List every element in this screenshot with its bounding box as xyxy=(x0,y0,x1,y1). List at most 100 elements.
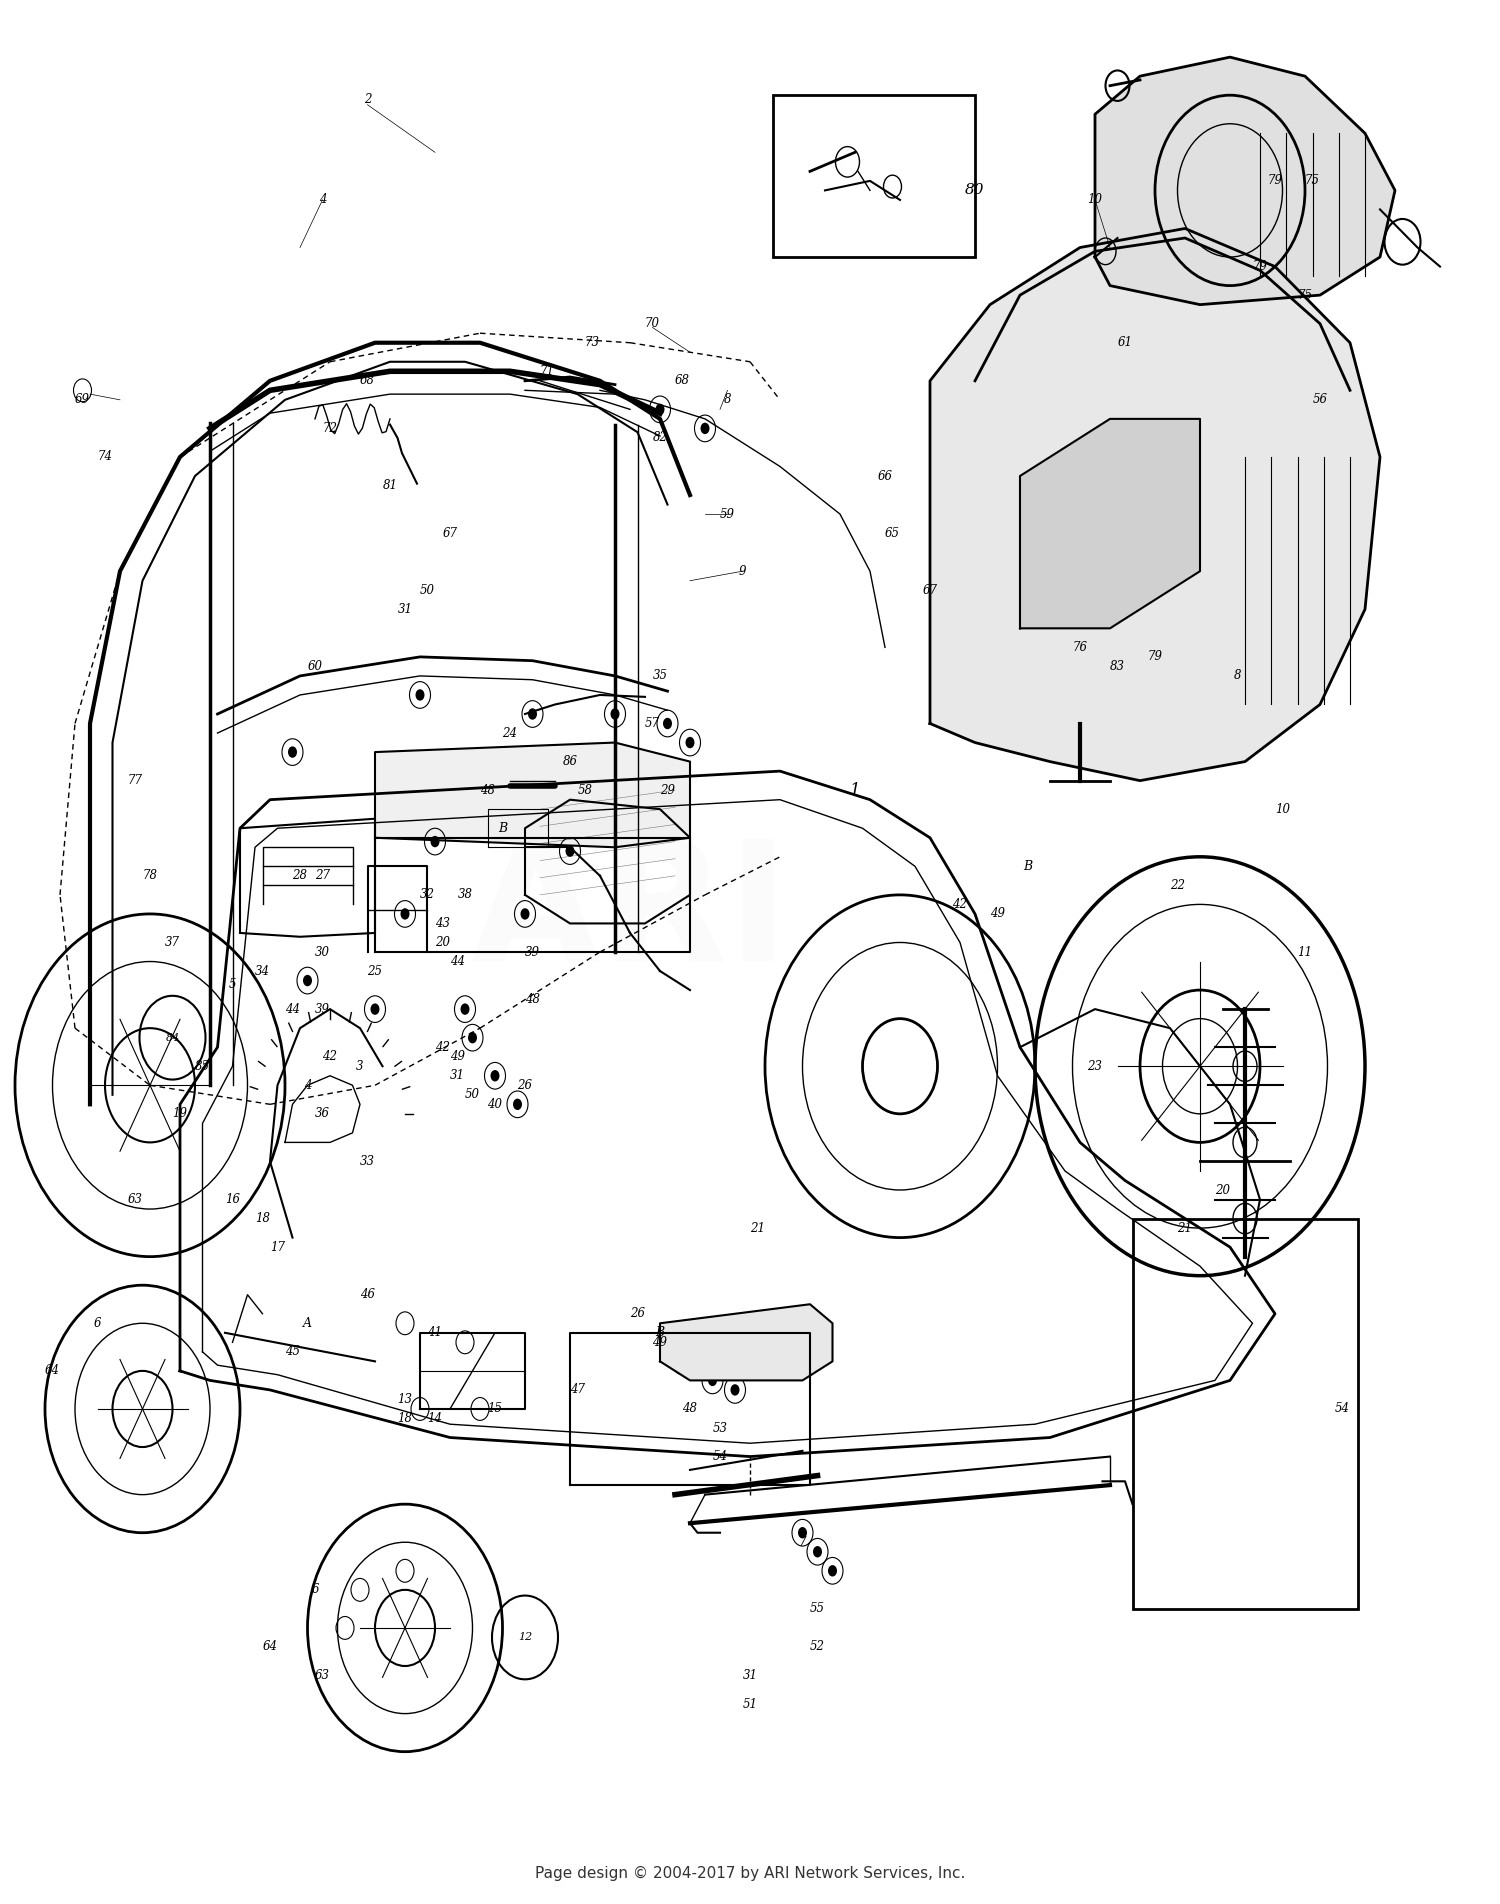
Circle shape xyxy=(678,1356,687,1367)
Text: 31: 31 xyxy=(398,604,412,615)
Text: 21: 21 xyxy=(1178,1222,1192,1234)
Text: 54: 54 xyxy=(712,1451,728,1462)
Text: 38: 38 xyxy=(458,889,472,901)
Text: 82: 82 xyxy=(652,432,668,444)
Circle shape xyxy=(828,1565,837,1577)
Circle shape xyxy=(813,1546,822,1557)
Text: 59: 59 xyxy=(720,508,735,520)
Text: 63: 63 xyxy=(128,1194,142,1205)
Text: 73: 73 xyxy=(585,337,600,348)
Circle shape xyxy=(610,708,620,720)
Text: 3: 3 xyxy=(357,1061,363,1072)
Text: 79: 79 xyxy=(1268,175,1282,187)
Text: 32: 32 xyxy=(420,889,435,901)
Text: 61: 61 xyxy=(1118,337,1132,348)
Text: 42: 42 xyxy=(435,1041,450,1053)
Text: 8: 8 xyxy=(1233,670,1242,682)
Text: 24: 24 xyxy=(503,727,518,739)
Circle shape xyxy=(656,404,664,415)
Text: 22: 22 xyxy=(1170,880,1185,891)
Text: 83: 83 xyxy=(1110,661,1125,672)
Text: 40: 40 xyxy=(488,1099,502,1110)
Text: 4: 4 xyxy=(303,1080,312,1091)
Text: 43: 43 xyxy=(435,918,450,929)
Text: 86: 86 xyxy=(562,756,578,767)
Text: 42: 42 xyxy=(322,1051,338,1062)
Text: 44: 44 xyxy=(450,956,465,967)
Text: 52: 52 xyxy=(810,1641,825,1653)
Text: 21: 21 xyxy=(750,1222,765,1234)
Text: 69: 69 xyxy=(75,394,90,406)
Text: 51: 51 xyxy=(742,1698,758,1710)
Text: 49: 49 xyxy=(450,1051,465,1062)
Text: 14: 14 xyxy=(427,1413,442,1424)
Text: 80: 80 xyxy=(966,183,984,198)
Text: 75: 75 xyxy=(1298,289,1312,301)
Text: 58: 58 xyxy=(578,784,592,796)
Text: 65: 65 xyxy=(885,527,900,539)
Text: 81: 81 xyxy=(382,480,398,491)
Text: 26: 26 xyxy=(630,1308,645,1319)
Text: 57: 57 xyxy=(645,718,660,729)
Text: 6: 6 xyxy=(93,1318,102,1329)
Circle shape xyxy=(700,423,709,434)
Text: 10: 10 xyxy=(1275,803,1290,815)
Circle shape xyxy=(460,1003,470,1015)
Text: 49: 49 xyxy=(990,908,1005,920)
Text: B: B xyxy=(1023,861,1032,872)
Text: 67: 67 xyxy=(922,585,938,596)
Text: ARI: ARI xyxy=(471,832,789,996)
Text: 64: 64 xyxy=(262,1641,278,1653)
Polygon shape xyxy=(1095,57,1395,305)
Text: 79: 79 xyxy=(1148,651,1162,663)
Circle shape xyxy=(520,908,530,920)
Text: 2: 2 xyxy=(363,93,372,105)
Text: 1: 1 xyxy=(849,783,861,798)
Text: 60: 60 xyxy=(308,661,322,672)
Text: 13: 13 xyxy=(398,1394,412,1405)
Text: 45: 45 xyxy=(285,1346,300,1358)
Text: 50: 50 xyxy=(465,1089,480,1101)
Text: 12: 12 xyxy=(518,1632,532,1643)
Text: 84: 84 xyxy=(165,1032,180,1043)
Text: 6: 6 xyxy=(312,1584,318,1596)
Text: 71: 71 xyxy=(540,366,555,377)
Circle shape xyxy=(528,708,537,720)
Text: 48: 48 xyxy=(525,994,540,1005)
Circle shape xyxy=(566,845,574,857)
Text: B: B xyxy=(498,823,507,834)
Text: 53: 53 xyxy=(712,1422,728,1434)
Text: 68: 68 xyxy=(675,375,690,387)
Text: 11: 11 xyxy=(1298,946,1312,958)
Text: 36: 36 xyxy=(315,1108,330,1120)
Text: 85: 85 xyxy=(195,1061,210,1072)
Text: 18: 18 xyxy=(255,1213,270,1224)
Circle shape xyxy=(686,737,694,748)
Text: 54: 54 xyxy=(1335,1403,1350,1415)
Polygon shape xyxy=(375,743,690,847)
Text: 39: 39 xyxy=(315,1003,330,1015)
Text: 77: 77 xyxy=(128,775,142,786)
Text: 39: 39 xyxy=(525,946,540,958)
Text: 19: 19 xyxy=(172,1108,188,1120)
Text: 76: 76 xyxy=(1072,642,1088,653)
Circle shape xyxy=(288,746,297,758)
Text: Page design © 2004-2017 by ARI Network Services, Inc.: Page design © 2004-2017 by ARI Network S… xyxy=(536,1866,964,1881)
Text: 7: 7 xyxy=(798,1537,807,1548)
Text: 34: 34 xyxy=(255,965,270,977)
Circle shape xyxy=(663,718,672,729)
Text: 46: 46 xyxy=(360,1289,375,1300)
Text: 4: 4 xyxy=(318,194,327,206)
Text: 48: 48 xyxy=(682,1403,698,1415)
Bar xyxy=(1132,1219,1358,1609)
Circle shape xyxy=(416,689,424,701)
Text: 42: 42 xyxy=(952,899,968,910)
Text: 20: 20 xyxy=(435,937,450,948)
Text: 28: 28 xyxy=(292,870,308,882)
Circle shape xyxy=(303,975,312,986)
Text: 16: 16 xyxy=(225,1194,240,1205)
Text: 64: 64 xyxy=(45,1365,60,1377)
Text: 35: 35 xyxy=(652,670,668,682)
Text: 17: 17 xyxy=(270,1241,285,1253)
Text: 50: 50 xyxy=(420,585,435,596)
